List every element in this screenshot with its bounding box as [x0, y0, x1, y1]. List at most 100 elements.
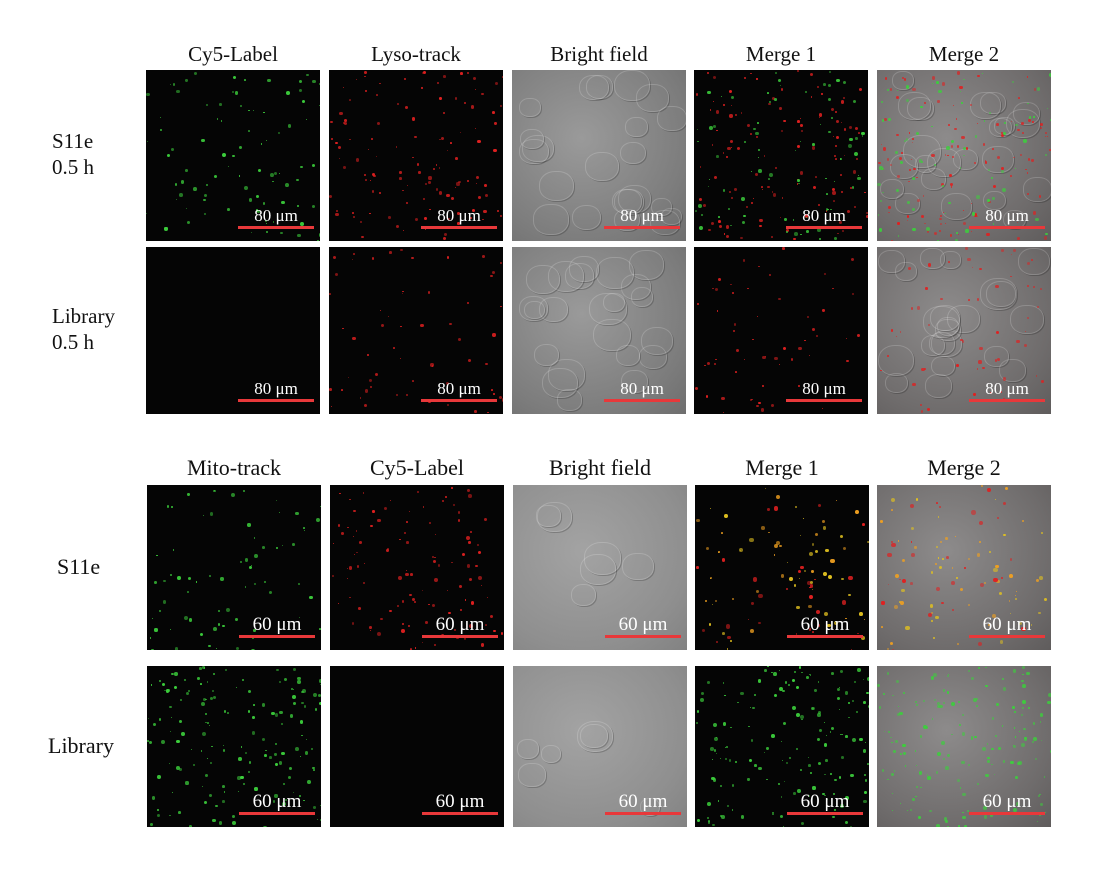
- fluorescence-spot: [910, 159, 913, 161]
- fluorescence-spot: [1011, 253, 1013, 255]
- fluorescence-spot: [800, 129, 804, 133]
- fluorescence-spot: [405, 572, 409, 576]
- fluorescence-spot: [1040, 379, 1045, 384]
- fluorescence-spot: [197, 677, 200, 681]
- fluorescence-spot: [794, 150, 796, 152]
- fluorescence-spot: [940, 297, 943, 301]
- fluorescence-spot: [239, 145, 243, 149]
- fluorescence-spot: [376, 94, 378, 96]
- fluorescence-spot: [404, 78, 407, 81]
- fluorescence-spot: [701, 692, 705, 696]
- fluorescence-spot: [982, 366, 985, 369]
- fluorescence-spot: [173, 685, 177, 689]
- fluorescence-spot: [988, 200, 991, 204]
- micrograph-panel: 80 μm: [329, 70, 503, 241]
- scale-bar-label: 60 μm: [252, 614, 302, 635]
- fluorescence-spot: [826, 193, 829, 195]
- fluorescence-spot: [1000, 249, 1004, 252]
- fluorescence-spot: [406, 541, 409, 544]
- fluorescence-spot: [834, 809, 837, 812]
- fluorescence-spot: [370, 630, 372, 632]
- fluorescence-spot: [750, 132, 752, 135]
- fluorescence-spot: [982, 72, 984, 75]
- fluorescence-spot: [375, 372, 379, 377]
- fluorescence-spot: [773, 672, 777, 676]
- fluorescence-spot: [897, 222, 900, 225]
- fluorescence-spot: [250, 649, 255, 650]
- fluorescence-spot: [983, 815, 988, 819]
- fluorescence-spot: [278, 761, 283, 765]
- fluorescence-spot: [750, 628, 754, 633]
- fluorescence-spot: [897, 234, 900, 237]
- fluorescence-spot: [248, 109, 251, 112]
- fluorescence-spot: [982, 746, 987, 751]
- fluorescence-spot: [990, 814, 993, 817]
- fluorescence-spot: [695, 93, 699, 96]
- fluorescence-spot: [1021, 700, 1026, 704]
- fluorescence-spot: [1000, 131, 1003, 134]
- fluorescence-spot: [841, 600, 847, 605]
- fluorescence-spot: [944, 819, 948, 823]
- fluorescence-spot: [469, 216, 472, 219]
- fluorescence-spot: [150, 684, 153, 686]
- fluorescence-spot: [1026, 317, 1029, 320]
- fluorescence-spot: [172, 673, 174, 675]
- fluorescence-spot: [205, 713, 208, 716]
- fluorescence-spot: [483, 184, 487, 188]
- fluorescence-spot: [253, 629, 257, 633]
- fluorescence-spot: [1000, 134, 1004, 137]
- fluorescence-spot: [893, 750, 896, 753]
- fluorescence-spot: [903, 77, 907, 81]
- fluorescence-spot: [455, 157, 459, 160]
- fluorescence-spot: [900, 152, 903, 155]
- fluorescence-spot: [897, 175, 901, 179]
- fluorescence-spot: [297, 680, 301, 684]
- fluorescence-spot: [825, 208, 829, 211]
- fluorescence-spot: [248, 565, 252, 569]
- fluorescence-spot: [723, 104, 726, 107]
- fluorescence-spot: [364, 562, 366, 564]
- fluorescence-spot: [1050, 119, 1051, 121]
- fluorescence-spot: [955, 117, 958, 120]
- cell-outline: [635, 83, 669, 112]
- fluorescence-spot: [348, 99, 351, 102]
- fluorescence-spot: [400, 629, 405, 633]
- fluorescence-spot: [771, 97, 775, 101]
- fluorescence-spot: [1014, 594, 1016, 596]
- fluorescence-spot: [165, 689, 169, 693]
- fluorescence-spot: [299, 617, 301, 619]
- fluorescence-spot: [884, 77, 888, 80]
- fluorescence-spot: [207, 721, 210, 724]
- fluorescence-spot: [329, 388, 332, 391]
- fluorescence-spot: [716, 110, 720, 114]
- fluorescence-spot: [1032, 722, 1036, 725]
- fluorescence-spot: [962, 793, 966, 797]
- fluorescence-spot: [920, 410, 924, 413]
- fluorescence-spot: [736, 348, 740, 352]
- fluorescence-spot: [860, 636, 865, 641]
- fluorescence-spot: [936, 546, 938, 549]
- fluorescence-spot: [780, 216, 782, 218]
- fluorescence-spot: [179, 699, 183, 702]
- fluorescence-spot: [1024, 330, 1026, 332]
- fluorescence-spot: [178, 768, 182, 771]
- cell-outline: [898, 92, 932, 121]
- fluorescence-spot: [727, 635, 731, 640]
- fluorescence-spot: [1038, 194, 1042, 198]
- fluorescence-spot: [400, 325, 402, 328]
- cell-outline: [878, 249, 905, 273]
- fluorescence-spot: [863, 774, 867, 777]
- fluorescence-spot: [705, 599, 708, 602]
- fluorescence-spot: [843, 128, 847, 132]
- fluorescence-spot: [294, 747, 299, 752]
- fluorescence-spot: [1020, 679, 1024, 683]
- cell-outline: [649, 209, 680, 236]
- fluorescence-spot: [697, 710, 700, 713]
- fluorescence-spot: [712, 76, 717, 80]
- fluorescence-spot: [284, 677, 288, 681]
- fluorescence-spot: [828, 130, 831, 134]
- cell-outline: [576, 720, 614, 753]
- fluorescence-spot: [361, 235, 364, 239]
- fluorescence-spot: [1030, 258, 1033, 261]
- fluorescence-spot: [945, 537, 949, 541]
